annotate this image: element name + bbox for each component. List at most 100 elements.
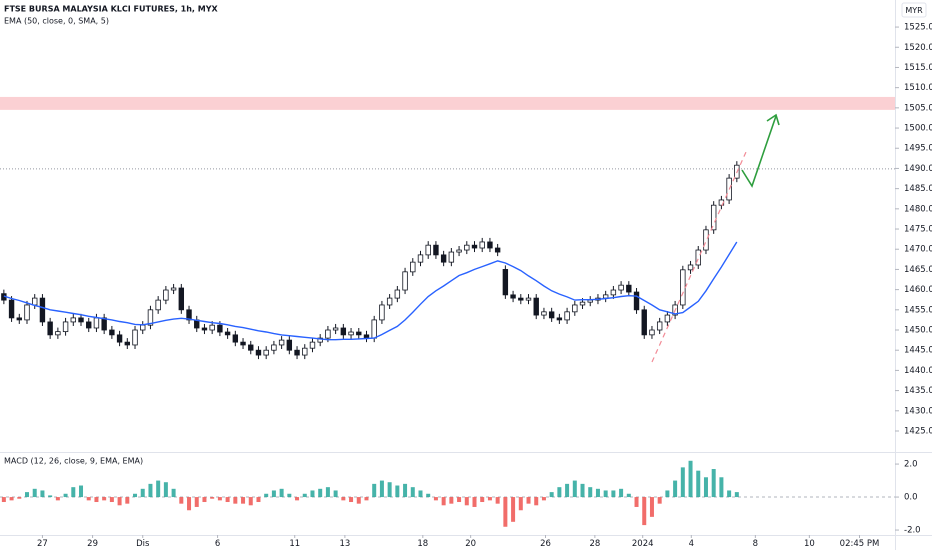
- candle-body: [217, 324, 223, 333]
- candle-body: [402, 271, 408, 291]
- macd-bar: [264, 493, 269, 498]
- macd-bar: [109, 497, 114, 503]
- macd-bar: [572, 480, 577, 498]
- macd-bar: [63, 493, 68, 498]
- macd-bar: [295, 497, 300, 501]
- macd-bar: [271, 490, 276, 498]
- y-tick-label: 1425.0: [904, 426, 932, 436]
- candle-body: [147, 309, 154, 326]
- candle-body: [680, 269, 686, 306]
- macd-bar: [102, 497, 107, 501]
- macd-bar: [140, 488, 145, 498]
- x-tick-label: 18: [417, 539, 428, 549]
- candle-body: [487, 241, 493, 249]
- macd-bar: [518, 497, 523, 511]
- candle-body: [86, 321, 92, 329]
- currency-badge[interactable]: [901, 2, 927, 18]
- macd-legend: MACD (12, 26, close, 9, EMA, EMA): [4, 457, 143, 466]
- macd-bar: [696, 470, 701, 498]
- candle-body: [587, 299, 593, 303]
- candle-body: [695, 249, 701, 266]
- x-tick-label: 26: [540, 539, 551, 549]
- trend-line: [651, 151, 747, 363]
- macd-bar: [472, 497, 477, 507]
- candle-body: [39, 297, 46, 323]
- candle-body: [710, 204, 717, 231]
- back-layer: [0, 96, 895, 498]
- macd-bar: [634, 497, 639, 507]
- macd-bar: [32, 488, 37, 498]
- macd-bar: [94, 497, 99, 503]
- macd-bar: [40, 490, 45, 498]
- y-tick-label: 1510.0: [904, 83, 932, 93]
- candle-body: [656, 321, 663, 331]
- candle-body: [209, 324, 215, 331]
- macd-bar: [117, 497, 122, 506]
- x-tick-label: 29: [87, 539, 98, 549]
- front-layer: 27 29 Dis 6 11 13 18 20 26 28 2024 4 8 10 02:45 PM 1425…: [1, 23, 932, 549]
- candle-body: [155, 299, 161, 311]
- candle-body: [410, 261, 416, 273]
- candle-body: [564, 311, 570, 321]
- candle-body: [248, 344, 254, 351]
- candle-body: [533, 297, 539, 316]
- macd-bar: [187, 497, 192, 511]
- macd-bar: [310, 490, 315, 498]
- macd-bar: [25, 492, 30, 498]
- y-tick-label: 1480.0: [904, 204, 932, 214]
- candle-body: [309, 341, 316, 349]
- macd-bar: [480, 497, 485, 503]
- y-tick-label: 1475.0: [904, 225, 932, 235]
- macd-bar: [202, 497, 207, 503]
- candle-body: [340, 327, 347, 336]
- macd-bar: [387, 482, 392, 498]
- candle-body: [255, 349, 262, 356]
- macd-bar: [217, 497, 222, 501]
- candle-body: [479, 241, 485, 249]
- macd-bar: [549, 492, 554, 498]
- macd-bar: [727, 490, 732, 498]
- arrow-head: [766, 113, 780, 126]
- candle-body: [664, 314, 671, 323]
- macd-bar: [225, 497, 230, 503]
- candle-body: [70, 317, 76, 323]
- candle-body: [332, 327, 339, 331]
- candle-body: [649, 329, 655, 336]
- ema-legend: EMA (50, close, 0, SMA, 5): [4, 17, 109, 26]
- candle-body: [494, 247, 501, 253]
- candle-body: [286, 339, 293, 351]
- candle-body: [425, 244, 431, 256]
- macd-bar: [341, 497, 346, 501]
- candle-body: [548, 311, 555, 319]
- x-tick-label: Dis: [136, 539, 150, 549]
- y-tick-label: 1455.0: [904, 305, 932, 315]
- macd-bar: [711, 469, 716, 498]
- candle-body: [556, 317, 563, 321]
- y-tick-label: 1485.0: [904, 184, 932, 194]
- candle-body: [140, 324, 146, 331]
- macd-bar: [410, 487, 415, 498]
- macd-bar: [248, 497, 253, 506]
- candle-body: [101, 317, 107, 331]
- candle-body: [703, 229, 709, 251]
- macd-bar: [557, 487, 562, 498]
- y-tick-label: 0.0: [904, 493, 918, 503]
- candle-body: [579, 301, 586, 306]
- macd-bar: [356, 497, 361, 504]
- candle-body: [263, 349, 269, 356]
- candle-body: [170, 287, 177, 291]
- macd-bar: [71, 487, 76, 498]
- macd-bar: [688, 460, 693, 498]
- macd-bar: [9, 497, 14, 501]
- macd-bar: [133, 493, 138, 498]
- candle-body: [278, 339, 285, 346]
- macd-bar: [148, 483, 153, 498]
- macd-bar: [325, 487, 330, 498]
- macd-bar: [302, 493, 307, 498]
- candle-body: [541, 311, 547, 316]
- macd-bar: [565, 483, 570, 498]
- candle-body: [371, 319, 377, 339]
- candle-body: [93, 317, 100, 329]
- macd-bar: [449, 497, 454, 504]
